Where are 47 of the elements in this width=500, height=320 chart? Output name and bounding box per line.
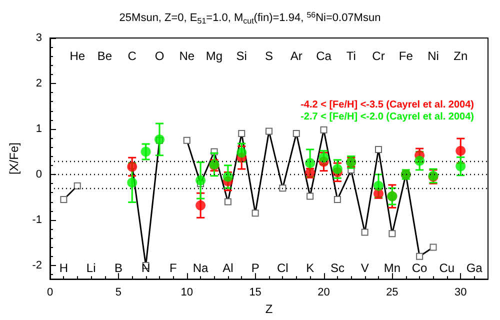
annotation: Cr <box>372 49 385 63</box>
y-tick-label: -2 <box>32 259 42 272</box>
annotation: Na <box>192 261 209 275</box>
annotation: Sc <box>330 261 344 275</box>
annotation: Mn <box>384 261 401 275</box>
annotation: He <box>70 49 86 63</box>
x-tick-label: 25 <box>386 286 398 299</box>
annotation: K <box>306 261 314 275</box>
y-tick-label: 2 <box>36 77 42 90</box>
annotation: H <box>59 261 68 275</box>
annotation: B <box>114 261 122 275</box>
y-tick-label: 0 <box>36 168 42 180</box>
annotation: P <box>251 261 260 275</box>
x-tick-label: 15 <box>249 286 262 299</box>
annotation: Ti <box>346 49 356 63</box>
annotation: Si <box>236 49 247 63</box>
annotation: Li <box>86 261 96 275</box>
annotation: O <box>154 49 164 63</box>
annotation: Zn <box>454 49 468 63</box>
y-tick-label: 1 <box>36 122 42 135</box>
annotation: V <box>360 261 369 275</box>
annotation: Mg <box>206 49 223 63</box>
y-tick-label: -1 <box>32 214 42 226</box>
annotation: Ca <box>316 49 332 63</box>
annotation: Ar <box>290 49 302 63</box>
annotation: S <box>264 49 274 63</box>
text: -4.2 < [Fe/H] <-3.5 (Cayrel et al. 2004) <box>300 100 474 110</box>
annotation: Ne <box>179 49 195 63</box>
x-tick-label: 20 <box>318 286 330 299</box>
text: -2.7 < [Fe/H] <-2.0 (Cayrel et al. 2004) <box>300 112 474 122</box>
annotation: Co <box>412 261 428 275</box>
y-tick-label: 3 <box>36 32 42 44</box>
x-tick-label: 0 <box>46 286 54 299</box>
annotation: Ni <box>428 49 439 63</box>
x-tick-label: 10 <box>180 286 193 299</box>
x-tick-label: 30 <box>454 286 467 299</box>
annotation: F <box>170 261 177 275</box>
annotation: Be <box>97 49 112 63</box>
annotation: Al <box>222 261 234 275</box>
annotation: Ga <box>466 261 483 275</box>
annotation: C <box>128 49 137 63</box>
annotation: Fe <box>398 49 414 63</box>
annotation: Cl <box>277 261 288 275</box>
x-tick-label: 5 <box>115 286 122 299</box>
x-axis-title: Z <box>265 302 273 316</box>
annotation: Cu <box>439 261 455 275</box>
y-axis-title: [X/Fe] <box>7 142 21 175</box>
